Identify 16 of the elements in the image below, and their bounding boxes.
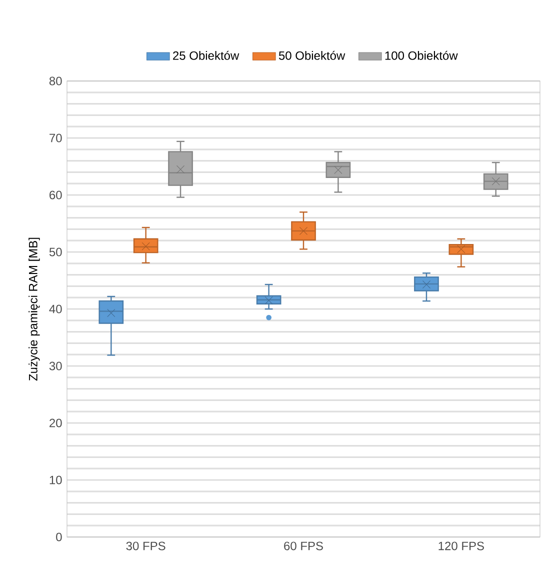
legend-label: 100 Obiektów — [385, 50, 458, 60]
x-tick-label: 120 FPS — [438, 542, 484, 550]
y-axis-title: Zużycie pamięci RAM [MB] — [28, 238, 40, 381]
legend-label: 50 Obiektów — [278, 50, 346, 60]
y-tick-label: 70 — [50, 134, 62, 142]
y-tick-label: 40 — [49, 304, 62, 314]
y-tick-label: 50 — [49, 248, 62, 256]
y-tick-label: 30 — [49, 362, 62, 370]
y-tick-label: 10 — [50, 476, 62, 484]
y-tick-label: 0 — [56, 532, 62, 542]
x-tick-label: 30 FPS — [126, 542, 166, 550]
y-tick-label: 20 — [50, 418, 62, 428]
y-tick-label: 60 — [50, 190, 62, 200]
legend-label: 25 Obiektów — [173, 50, 240, 60]
y-tick-label: 80 — [49, 76, 62, 86]
x-tick-label: 60 FPS — [284, 542, 323, 550]
